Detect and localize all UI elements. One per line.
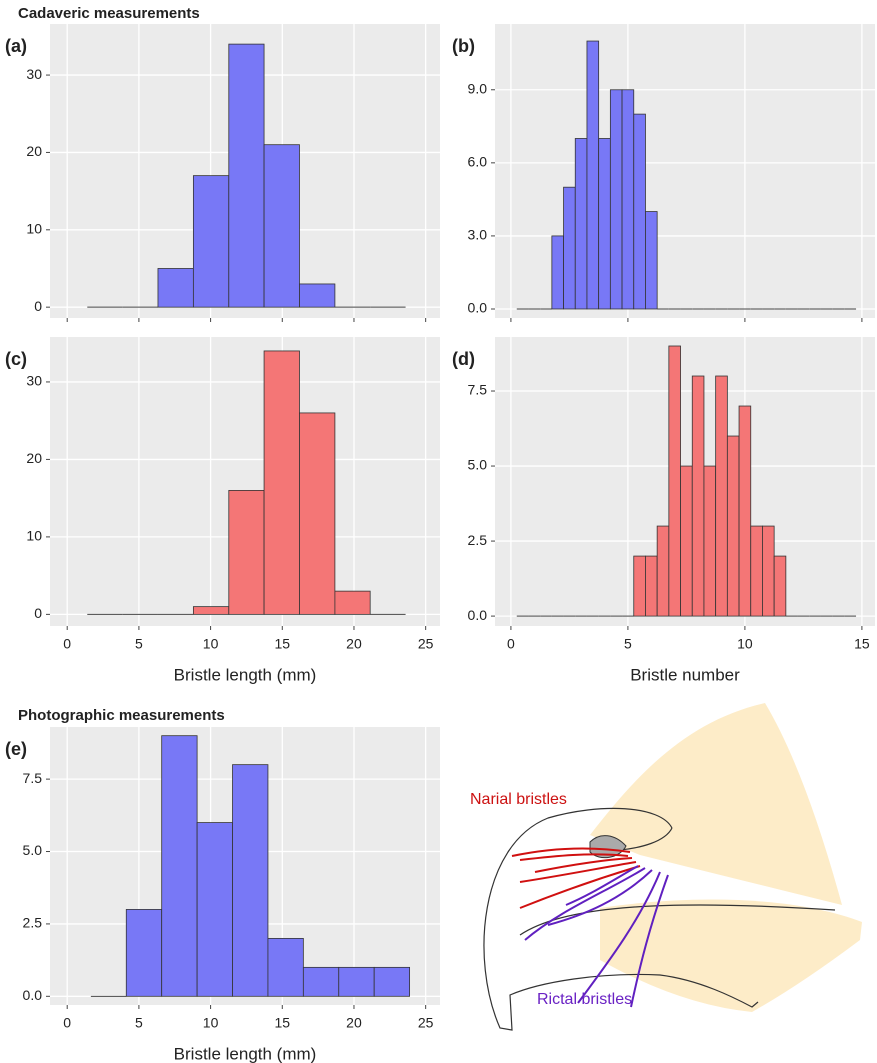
bar (263, 144, 300, 308)
bar (633, 113, 646, 310)
bar (726, 435, 740, 617)
x-tick-label: 5 (624, 636, 632, 652)
bar (574, 138, 588, 310)
bar (680, 465, 693, 617)
bar (633, 555, 646, 617)
bar (196, 822, 233, 997)
y-tick-label: 30 (26, 373, 42, 389)
x-tick-label: 25 (418, 1015, 434, 1031)
x-tick-label: 10 (203, 1015, 219, 1031)
bar (691, 375, 705, 617)
x-tick-label: 0 (63, 636, 71, 652)
y-tick-label: 20 (26, 450, 42, 466)
diagram-label: Rictal bristles (537, 991, 632, 1008)
bar (598, 138, 611, 310)
narial-bristles (511, 847, 641, 909)
bar (299, 412, 336, 615)
beak-outline (483, 807, 759, 1031)
section-title: Photographic measurements (18, 707, 225, 724)
bar (373, 966, 411, 997)
bar (668, 345, 681, 617)
bar (302, 966, 340, 997)
x-axis-label: Bristle length (mm) (174, 665, 317, 684)
x-axis-label: Bristle length (mm) (174, 1044, 317, 1063)
y-tick-label: 7.5 (468, 382, 488, 398)
panel-label: (d) (452, 349, 475, 369)
bar (232, 764, 269, 997)
bar (609, 89, 623, 310)
bar (299, 283, 336, 308)
bar (125, 909, 163, 997)
bar (762, 525, 775, 617)
x-axis-label: Bristle number (630, 665, 740, 684)
y-tick-label: 9.0 (468, 80, 488, 96)
bar (715, 375, 728, 617)
panel-label: (c) (5, 349, 27, 369)
bristle-field (600, 899, 862, 1012)
y-tick-label: 5.0 (468, 457, 488, 473)
panel-label: (b) (452, 36, 475, 56)
nare (589, 835, 627, 859)
bar (703, 465, 717, 617)
bar (563, 186, 576, 310)
beak-diagram (483, 703, 862, 1031)
y-tick-label: 30 (26, 66, 42, 82)
y-tick-label: 5.0 (23, 842, 43, 858)
y-tick-label: 0 (34, 298, 42, 314)
bar (645, 555, 658, 617)
y-tick-label: 10 (26, 528, 42, 544)
y-tick-label: 0.0 (23, 987, 43, 1003)
y-tick-label: 6.0 (468, 154, 488, 170)
y-tick-label: 2.5 (23, 915, 43, 931)
bar (228, 490, 265, 615)
bar (586, 40, 600, 310)
bar (161, 735, 198, 997)
bar (267, 937, 304, 997)
bar (750, 525, 763, 617)
bar (621, 89, 635, 310)
bar (645, 211, 658, 310)
x-tick-label: 15 (854, 636, 870, 652)
y-tick-label: 3.0 (468, 227, 488, 243)
panel-label: (e) (5, 739, 27, 759)
x-tick-label: 20 (346, 636, 362, 652)
diagram-label: Narial bristles (470, 791, 567, 808)
rictal-bristles (524, 865, 669, 1008)
y-tick-label: 0.0 (468, 300, 488, 316)
bar (656, 525, 670, 617)
x-tick-label: 15 (274, 636, 290, 652)
bar (192, 606, 230, 615)
bristle-field (590, 703, 842, 905)
x-tick-label: 10 (203, 636, 219, 652)
x-tick-label: 20 (346, 1015, 362, 1031)
bar (551, 235, 564, 310)
bar (157, 268, 194, 308)
x-tick-label: 5 (135, 1015, 143, 1031)
y-tick-label: 0 (34, 605, 42, 621)
bar (773, 555, 787, 617)
bar (738, 405, 752, 617)
x-tick-label: 0 (63, 1015, 71, 1031)
x-tick-label: 0 (507, 636, 515, 652)
panel-label: (a) (5, 36, 27, 56)
x-tick-label: 10 (737, 636, 753, 652)
y-tick-label: 0.0 (468, 607, 488, 623)
y-tick-label: 10 (26, 221, 42, 237)
bar (192, 175, 230, 308)
bar (338, 966, 375, 997)
x-tick-label: 5 (135, 636, 143, 652)
y-tick-label: 7.5 (23, 770, 43, 786)
beak-outline (619, 827, 673, 851)
bar (334, 590, 371, 615)
x-tick-label: 25 (418, 636, 434, 652)
y-tick-label: 20 (26, 143, 42, 159)
y-tick-label: 2.5 (468, 532, 488, 548)
section-title: Cadaveric measurements (18, 5, 200, 22)
beak-outline (519, 904, 836, 936)
x-tick-label: 15 (274, 1015, 290, 1031)
bar (228, 43, 265, 308)
bar (263, 350, 300, 615)
